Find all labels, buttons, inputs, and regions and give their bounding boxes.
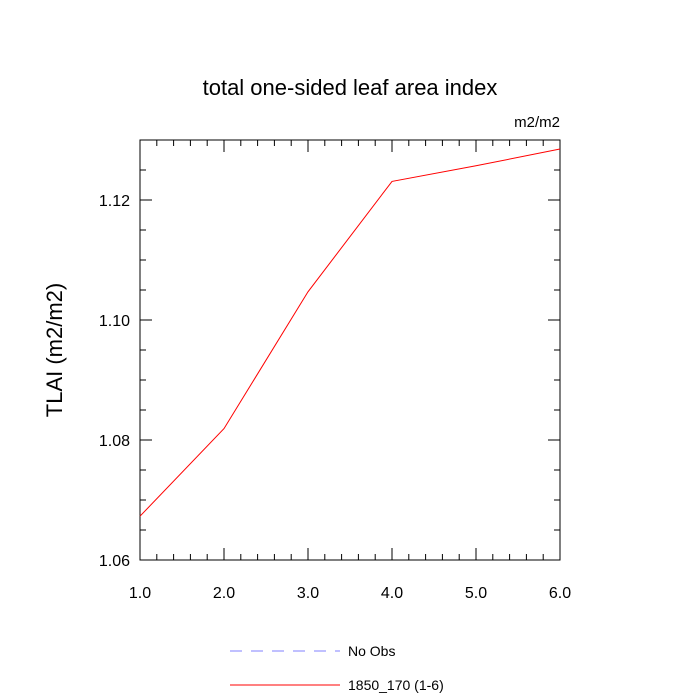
y-axis-label: TLAI (m2/m2) [42, 283, 67, 417]
y-tick-label: 1.12 [99, 193, 130, 210]
x-tick-label: 3.0 [297, 585, 319, 602]
chart-title: total one-sided leaf area index [203, 75, 498, 100]
y-tick-label: 1.06 [99, 553, 130, 570]
legend: No Obs 1850_170 (1-6) [230, 643, 444, 693]
y-tick-label: 1.08 [99, 433, 130, 450]
units-label: m2/m2 [514, 114, 560, 131]
x-tick-label: 4.0 [381, 585, 403, 602]
x-tick-label: 1.0 [129, 585, 151, 602]
legend-label: 1850_170 (1-6) [348, 677, 444, 693]
x-tick-label: 5.0 [465, 585, 487, 602]
series-line [139, 148, 561, 517]
x-tick-label: 2.0 [213, 585, 235, 602]
y-tick-label: 1.10 [99, 313, 130, 330]
plot-frame [139, 139, 561, 561]
x-tick-label: 6.0 [549, 585, 571, 602]
axis-ticks: 1.0 2.0 3.0 4.0 5.0 6.0 1.06 1.08 1.10 1.12 [99, 139, 571, 602]
legend-label: No Obs [348, 643, 395, 659]
series-layer [139, 148, 561, 517]
